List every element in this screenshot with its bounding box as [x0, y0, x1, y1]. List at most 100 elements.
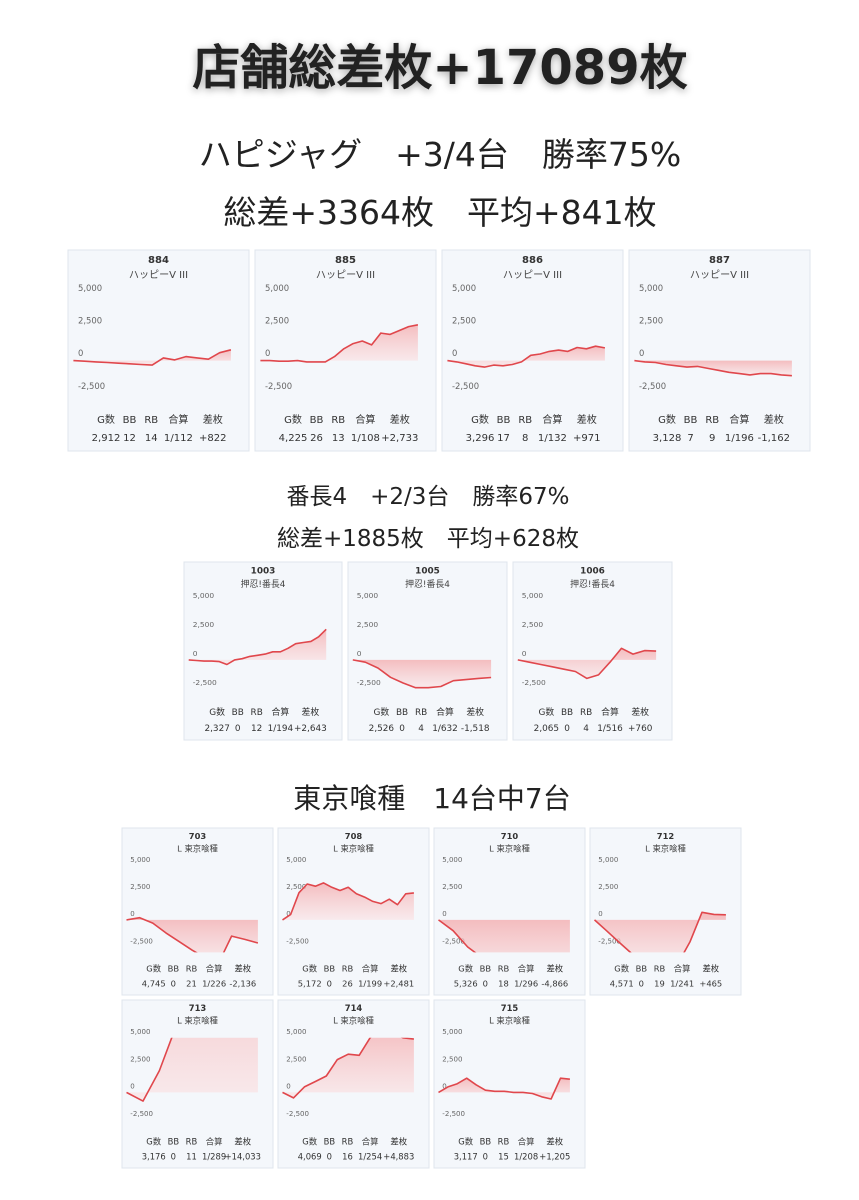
y-tick-label: 0 [265, 348, 270, 358]
stat-value: 1/132 [538, 433, 567, 444]
stat-value: 1/254 [358, 1152, 382, 1162]
line [438, 1077, 570, 1100]
stat-label: 差枚 [702, 964, 719, 974]
stat-label: RB [705, 415, 719, 426]
line [438, 919, 477, 953]
stat-label: 差枚 [466, 706, 484, 718]
stat-value: 15 [498, 1152, 509, 1162]
plot [126, 916, 259, 953]
stat-label: G数 [97, 413, 115, 426]
stat-label: 差枚 [390, 413, 410, 426]
stat-value: 19 [654, 979, 665, 989]
y-tick-label: 5,000 [442, 855, 462, 864]
stat-label: 合算 [674, 964, 691, 974]
stat-value: -2,136 [229, 979, 256, 989]
machine-number: 1003 [251, 567, 276, 577]
y-tick-label: 5,000 [78, 283, 102, 293]
stat-value: 0 [327, 979, 332, 989]
stat-value: 1/194 [268, 724, 294, 734]
line [282, 1037, 414, 1099]
y-tick-label: 2,500 [265, 315, 289, 325]
y-tick-label: -2,500 [286, 936, 309, 945]
area [282, 1037, 414, 1098]
section-heading: ハピジャグ +3/4台 勝率75% [199, 135, 681, 174]
stat-label: 差枚 [546, 964, 563, 974]
stat-label: 合算 [272, 706, 290, 718]
y-tick-label: -2,500 [130, 936, 153, 945]
stat-value: 0 [483, 1152, 488, 1162]
card-background [589, 827, 742, 996]
plot [282, 882, 414, 921]
y-tick-label: -2,500 [522, 678, 546, 687]
machine-card: 712 L 東京喰種 5,000 2,500 0 -2,500 G数 BB RB 合算 差枚 4,57… [589, 827, 742, 996]
stat-label: 合算 [518, 1136, 535, 1146]
y-tick-label: -2,500 [639, 381, 666, 391]
y-tick-label: 0 [130, 1082, 135, 1091]
stat-label: 合算 [601, 706, 619, 718]
machine-model: ハッピーV III [503, 269, 562, 281]
area [352, 659, 492, 688]
y-tick-label: 0 [357, 649, 362, 658]
stat-value: 1/199 [358, 979, 382, 989]
stat-label: 差枚 [577, 413, 597, 426]
machine-number: 1006 [580, 567, 605, 577]
stat-label: 合算 [168, 413, 188, 426]
machine-number: 715 [501, 1003, 519, 1013]
y-tick-label: 5,000 [357, 591, 379, 600]
machine-number: 1005 [415, 567, 440, 577]
stat-label: BB [232, 708, 244, 718]
stat-label: G数 [614, 964, 629, 974]
line [260, 324, 419, 363]
stat-value: 3,117 [454, 1152, 478, 1162]
stat-label: G数 [471, 413, 489, 426]
stat-label: RB [251, 708, 263, 718]
stat-label: RB [144, 415, 158, 426]
y-tick-label: -2,500 [452, 381, 479, 391]
y-tick-label: -2,500 [598, 936, 621, 945]
y-tick-label: 2,500 [286, 1054, 307, 1063]
line [126, 1037, 173, 1102]
stat-label: BB [480, 964, 492, 974]
y-tick-label: 2,500 [442, 882, 462, 891]
stat-label: 合算 [206, 1136, 223, 1146]
plot [73, 349, 232, 366]
y-tick-label: 0 [442, 909, 446, 918]
machine-model: L 東京喰種 [177, 843, 218, 853]
stat-label: 合算 [206, 964, 223, 974]
stat-value: 14 [145, 433, 158, 444]
machine-card: 714 L 東京喰種 5,000 2,500 0 -2,500 G数 BB RB 合算 差枚 4,06… [277, 999, 430, 1169]
machine-number: 703 [189, 831, 207, 841]
stat-label: BB [324, 1136, 336, 1146]
stat-label: RB [518, 415, 532, 426]
stat-label: BB [324, 964, 336, 974]
plot [593, 911, 726, 953]
plot [438, 1077, 570, 1100]
y-tick-label: -2,500 [442, 936, 465, 945]
stat-value: 1/289 [202, 1152, 226, 1162]
stat-label: BB [310, 415, 324, 426]
card-background [433, 827, 586, 996]
stat-label: 差枚 [390, 1136, 407, 1146]
stat-value: 1/632 [432, 724, 458, 734]
stat-value: 4,069 [298, 1152, 322, 1162]
stat-value: 26 [342, 979, 353, 989]
stat-value: -1,518 [461, 724, 490, 734]
y-tick-label: 0 [286, 1082, 291, 1091]
stat-label: 差枚 [390, 964, 407, 974]
area [126, 1037, 258, 1102]
stat-value: 17 [497, 433, 510, 444]
y-tick-label: 0 [442, 1082, 447, 1091]
machine-model: 押忍!番長4 [570, 578, 615, 590]
machine-card: 703 L 東京喰種 5,000 2,500 0 -2,500 G数 BB RB 合算 差枚 4,74… [121, 827, 274, 996]
stat-value: 12 [251, 724, 262, 734]
card-background [628, 249, 811, 452]
stat-value: 1/196 [725, 433, 754, 444]
y-tick-label: 2,500 [130, 882, 150, 891]
stat-label: 合算 [436, 706, 454, 718]
y-tick-label: 2,500 [357, 620, 379, 629]
stat-label: RB [580, 708, 592, 718]
section-heading: 総差+3364枚 平均+841枚 [223, 193, 656, 232]
machine-number: 712 [657, 831, 675, 841]
